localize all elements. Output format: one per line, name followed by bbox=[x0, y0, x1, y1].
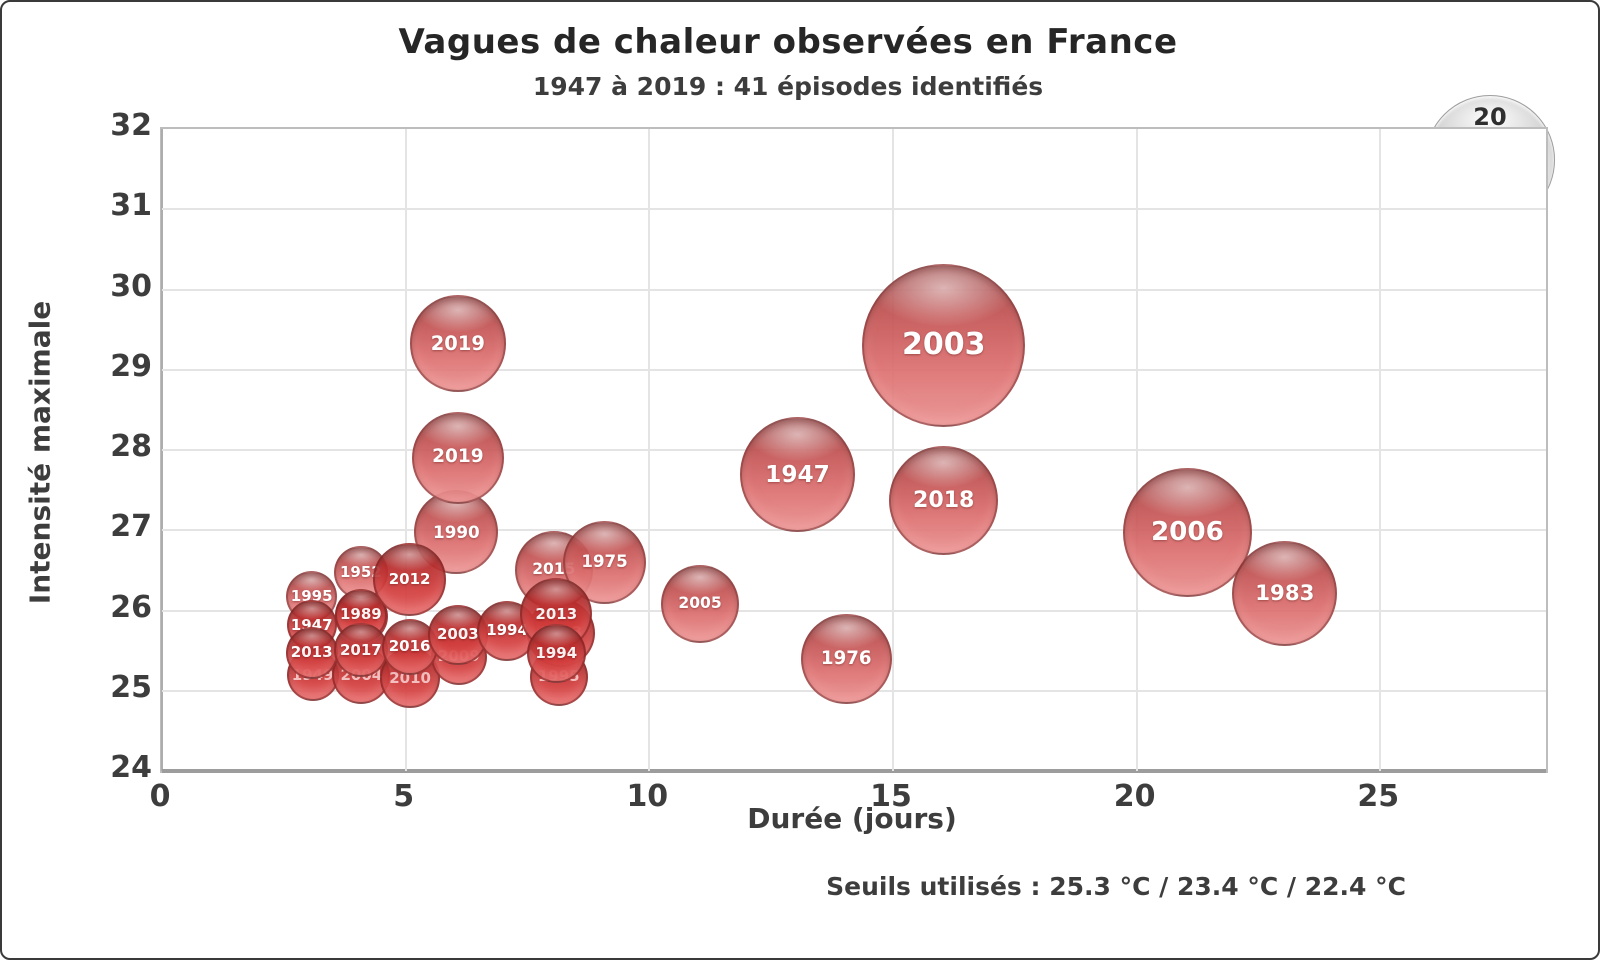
heatwave-bubble-1994: 1994 bbox=[526, 623, 586, 683]
x-tick-20: 20 bbox=[1113, 779, 1156, 814]
heatwave-bubble-1976: 1976 bbox=[800, 613, 892, 705]
bubble-year-label: 2018 bbox=[913, 487, 975, 513]
bubble-year-label: 1947 bbox=[765, 460, 830, 488]
x-tick-5: 5 bbox=[393, 779, 415, 814]
legend-size-value-20: 20 bbox=[1473, 103, 1507, 132]
plot-area: 1964194920042010200919952013195219951947… bbox=[160, 127, 1548, 773]
y-tick-28: 28 bbox=[110, 429, 152, 464]
bubble-year-label: 2012 bbox=[388, 570, 431, 589]
x-tick-15: 15 bbox=[870, 779, 912, 814]
gridline-h bbox=[162, 449, 1546, 451]
gridline-h bbox=[162, 368, 1546, 371]
thresholds-note: Seuils utilisés : 25.3 °C / 23.4 °C / 22… bbox=[826, 872, 1406, 901]
heatwave-bubble-2019: 2019 bbox=[411, 411, 504, 504]
y-tick-29: 29 bbox=[110, 348, 152, 384]
bubble-year-label: 1975 bbox=[581, 552, 628, 572]
y-tick-26: 26 bbox=[110, 589, 152, 625]
y-tick-30: 30 bbox=[110, 268, 152, 304]
heatwave-bubble-2005: 2005 bbox=[661, 564, 740, 643]
x-tick-0: 0 bbox=[149, 779, 171, 814]
bubble-year-label: 2013 bbox=[290, 643, 333, 662]
bubble-year-label: 2005 bbox=[678, 593, 722, 612]
x-tick-25: 25 bbox=[1357, 779, 1400, 814]
bubble-year-label: 2016 bbox=[388, 637, 431, 656]
bubble-year-label: 2010 bbox=[389, 668, 431, 687]
x-tick-10: 10 bbox=[626, 779, 669, 814]
x-axis-line bbox=[162, 769, 1546, 773]
bubble-year-label: 1994 bbox=[486, 621, 528, 640]
heatwave-bubble-2018: 2018 bbox=[889, 446, 999, 556]
bubble-year-label: 2019 bbox=[430, 331, 485, 355]
bubble-year-label: 1990 bbox=[433, 521, 480, 542]
x-axis-label: Durée (jours) bbox=[747, 802, 957, 835]
y-tick-31: 31 bbox=[110, 188, 152, 224]
page-subtitle: 1947 à 2019 : 41 épisodes identifiés bbox=[532, 72, 1044, 101]
gridline-h bbox=[162, 288, 1546, 291]
gridline-h bbox=[162, 208, 1546, 211]
bubble-year-label: 1952 bbox=[340, 562, 382, 581]
bubble-year-label: 2003 bbox=[901, 327, 986, 363]
bubble-year-label: 1994 bbox=[535, 643, 578, 662]
heatwave-bubble-2013: 2013 bbox=[285, 626, 338, 679]
y-tick-25: 25 bbox=[110, 669, 152, 705]
heatwave-bubble-2017: 2017 bbox=[334, 623, 388, 677]
y-axis-label: Intensité maximale bbox=[23, 300, 57, 605]
gridline-h bbox=[162, 529, 1546, 532]
bubble-year-label: 2017 bbox=[340, 640, 382, 659]
heatwave-bubble-1983: 1983 bbox=[1232, 540, 1338, 646]
page-title: Vagues de chaleur observées en France bbox=[398, 22, 1178, 62]
heatwave-bubble-2013: 2013 bbox=[520, 577, 593, 651]
heatwave-bubble-2003: 2003 bbox=[862, 263, 1026, 427]
bubble-year-label: 2019 bbox=[432, 446, 484, 468]
heatwave-bubble-1947: 1947 bbox=[740, 417, 855, 532]
bubble-year-label: 2003 bbox=[436, 625, 479, 644]
bubble-year-label: 1983 bbox=[1255, 580, 1315, 606]
heatwave-bubble-2019: 2019 bbox=[409, 295, 507, 392]
gridline-h bbox=[162, 609, 1546, 612]
y-tick-27: 27 bbox=[110, 509, 152, 545]
bubble-year-label: 1995 bbox=[290, 586, 333, 605]
bubble-year-label: 2006 bbox=[1150, 517, 1224, 548]
y-tick-24: 24 bbox=[110, 750, 152, 785]
bubble-year-label: 1989 bbox=[339, 605, 382, 624]
y-tick-32: 32 bbox=[110, 108, 152, 143]
heatwave-bubble-2006: 2006 bbox=[1123, 467, 1252, 597]
bubble-year-label: 2013 bbox=[535, 604, 578, 623]
bubble-year-label: 1976 bbox=[820, 647, 872, 669]
heatwave-bubble-2012: 2012 bbox=[373, 543, 446, 616]
